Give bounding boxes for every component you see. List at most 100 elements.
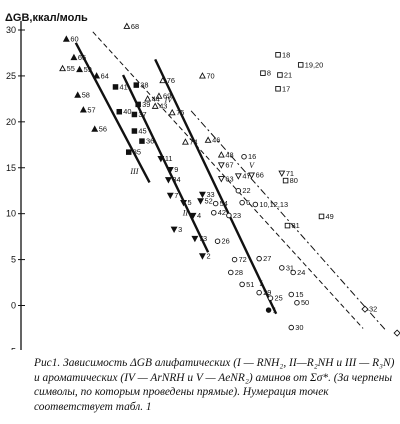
point-marker xyxy=(198,72,206,79)
point-label: 70 xyxy=(206,71,214,80)
point-label: 56 xyxy=(99,125,107,134)
point-marker xyxy=(275,86,281,92)
point-marker xyxy=(256,289,262,296)
point-label: 15 xyxy=(295,290,303,299)
point-label: 80 xyxy=(290,176,298,185)
point-label: 46 xyxy=(212,136,220,145)
line-label: V xyxy=(249,161,255,170)
point-label: 28 xyxy=(235,268,243,277)
point-label: 65 xyxy=(78,53,86,62)
point-label: 7 xyxy=(174,191,178,200)
point-marker xyxy=(157,155,165,163)
y-axis-label: ΔGB,ккал/моль xyxy=(5,12,88,24)
point-label: 33 xyxy=(206,190,214,199)
regression-line-i xyxy=(154,58,278,315)
point-label: 23 xyxy=(233,211,241,220)
point-marker xyxy=(288,291,295,298)
point-marker xyxy=(211,210,217,216)
point-marker xyxy=(168,108,176,116)
point-marker xyxy=(159,76,167,84)
point-marker xyxy=(191,235,199,243)
point-label: 27 xyxy=(263,254,271,263)
line-label: IV xyxy=(164,96,174,105)
point-marker xyxy=(198,253,206,260)
regression-line-v xyxy=(190,110,387,331)
point-marker xyxy=(278,170,286,178)
point-marker xyxy=(214,238,221,244)
point-label: 48 xyxy=(225,150,233,159)
point-label: 5 xyxy=(188,198,192,207)
point-label: 55 xyxy=(67,64,75,73)
point-marker xyxy=(234,173,242,180)
point-marker xyxy=(235,187,242,194)
point-label: 39 xyxy=(142,100,150,109)
point-marker xyxy=(180,200,187,207)
point-label: 19,20 xyxy=(305,60,324,69)
point-marker xyxy=(275,52,281,58)
point-label: 60 xyxy=(70,35,78,44)
y-tick-label: 0 xyxy=(11,301,16,311)
point-label: 3 xyxy=(178,225,182,234)
point-label: 68 xyxy=(131,22,139,31)
point-label: 42 xyxy=(218,208,226,217)
point-marker xyxy=(231,256,238,263)
point-marker xyxy=(125,149,132,155)
point-label: 52 xyxy=(205,196,213,205)
point-marker xyxy=(170,226,178,234)
point-label: 31 xyxy=(286,263,294,272)
point-marker xyxy=(284,222,291,229)
point-label: 58 xyxy=(82,91,90,100)
point-label: 51 xyxy=(246,280,254,289)
point-label: 59 xyxy=(84,65,92,74)
point-marker xyxy=(297,62,304,68)
point-marker xyxy=(290,269,296,276)
point-marker xyxy=(62,35,70,42)
point-label: 29 xyxy=(263,288,271,297)
point-marker xyxy=(239,199,245,206)
point-marker xyxy=(133,82,140,88)
point-marker xyxy=(256,255,262,262)
point-label: 26 xyxy=(222,237,230,246)
regression-line-iii xyxy=(74,42,151,184)
point-marker xyxy=(252,201,259,208)
point-marker xyxy=(189,212,197,220)
point-marker xyxy=(318,213,325,220)
point-label: 4 xyxy=(197,211,201,220)
point-label: 17 xyxy=(282,84,290,93)
point-marker xyxy=(112,84,119,90)
point-marker xyxy=(239,281,245,288)
point-marker xyxy=(131,128,138,134)
point-marker xyxy=(294,299,300,306)
point-label: 67 xyxy=(225,160,233,169)
point-label: 25 xyxy=(274,294,282,303)
point-label: 38 xyxy=(140,81,148,90)
point-marker xyxy=(277,72,283,78)
point-label: 75 xyxy=(176,108,184,117)
point-marker xyxy=(139,138,145,144)
y-tick-label: 30 xyxy=(6,25,16,35)
point-label: 64 xyxy=(101,71,109,80)
point-marker xyxy=(198,191,206,199)
point-marker xyxy=(93,72,101,79)
point-marker xyxy=(226,212,232,219)
line-label: III xyxy=(129,167,138,176)
point-marker xyxy=(241,153,247,160)
point-label: 69 xyxy=(163,92,171,101)
point-label: 74 xyxy=(189,138,197,147)
point-label: 71 xyxy=(286,169,294,178)
point-marker xyxy=(282,177,289,184)
point-marker xyxy=(116,108,123,115)
point-marker xyxy=(155,92,163,99)
point-marker xyxy=(260,70,266,76)
point-label: 66 xyxy=(256,171,264,180)
point-label: 63 xyxy=(225,174,233,183)
point-label: 21 xyxy=(284,70,292,79)
point-marker xyxy=(91,125,99,132)
point-label: 24 xyxy=(297,268,305,277)
point-marker xyxy=(288,324,295,331)
point-label: 1 xyxy=(273,306,277,315)
point-marker xyxy=(70,53,78,61)
point-label: 76 xyxy=(167,76,175,85)
